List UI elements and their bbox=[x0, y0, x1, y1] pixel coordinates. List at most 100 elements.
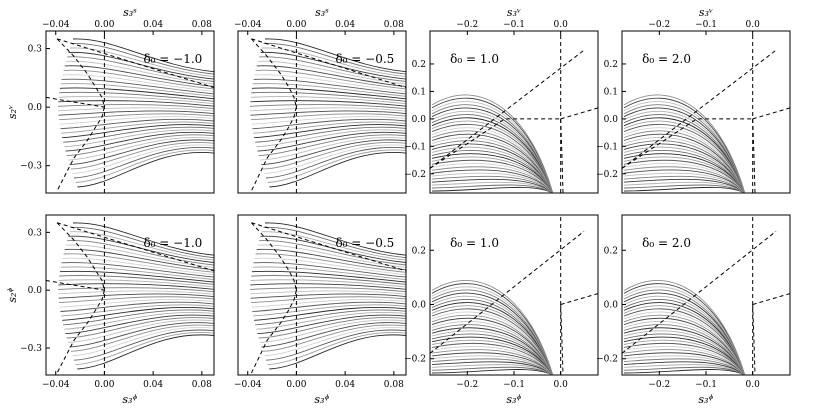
trajectory-curve bbox=[60, 266, 214, 281]
trajectory-curve bbox=[75, 331, 214, 366]
panel-plot-area bbox=[430, 31, 598, 193]
x-tick-label: 0.00 bbox=[286, 380, 306, 390]
trajectory-curve bbox=[431, 286, 554, 375]
delta-annotation: δ₀ = −1.0 bbox=[143, 236, 202, 250]
trajectory-curve bbox=[431, 114, 554, 193]
trajectory-curve bbox=[251, 87, 406, 100]
separatrix-line bbox=[251, 38, 406, 89]
separatrix-line bbox=[56, 290, 105, 374]
trajectory-curve bbox=[250, 113, 406, 121]
delta-annotation: δ₀ = −0.5 bbox=[335, 236, 394, 250]
trajectory-curve bbox=[623, 146, 746, 193]
trajectory-curve bbox=[623, 159, 746, 193]
panel-5: −0.04 0.00 0.04 0.08 s₃ᶲ δ₀ = −0.5 bbox=[234, 214, 407, 406]
separatrix-line bbox=[622, 49, 777, 169]
panel-frame bbox=[45, 214, 215, 376]
panel-frame bbox=[237, 30, 407, 194]
trajectory-curve bbox=[61, 78, 214, 95]
panel-plot-area bbox=[622, 215, 790, 375]
x-axis-label-top: s₃ˢ bbox=[123, 6, 137, 19]
trajectory-curve bbox=[431, 355, 554, 375]
trajectory-curve bbox=[250, 110, 406, 116]
trajectory-curve bbox=[431, 349, 554, 375]
trajectory-curve bbox=[60, 83, 214, 97]
trajectory-curve bbox=[58, 107, 214, 112]
panel-frame bbox=[237, 214, 407, 376]
trajectory-curve bbox=[623, 321, 746, 375]
separatrix-line bbox=[430, 118, 561, 169]
trajectory-curve bbox=[623, 117, 746, 193]
trajectory-curve bbox=[623, 186, 745, 193]
trajectory-curve bbox=[251, 270, 406, 283]
trajectory-curve bbox=[623, 314, 746, 375]
x-tick-label: 0.00 bbox=[286, 20, 306, 30]
trajectory-curve bbox=[431, 178, 553, 193]
y-axis-label: s₂ᵛ bbox=[6, 105, 19, 119]
y-tick-label: 0.0 bbox=[28, 286, 43, 296]
trajectory-curve bbox=[67, 56, 214, 82]
trajectory-curve bbox=[256, 312, 406, 330]
trajectory-curve bbox=[623, 97, 746, 193]
trajectory-curve bbox=[261, 139, 406, 166]
trajectory-curve bbox=[59, 275, 214, 285]
trajectory-curve bbox=[431, 150, 554, 193]
panel-2: −0.2 −0.1 0.0 0.2 0.1 0.0 −0.1 −0.2 s₃ᵛ δ₀ = 1.0 bbox=[404, 6, 599, 194]
panel-0: −0.04 0.00 0.04 0.08 0.3 0.0 −0.3 s₃ˢ s₂ᵛ δ₀ = −1… bbox=[6, 6, 215, 194]
trajectory-curve bbox=[431, 143, 554, 193]
trajectory-curve bbox=[623, 292, 746, 375]
separatrix-line bbox=[560, 293, 598, 305]
trajectory-curve bbox=[431, 117, 554, 193]
trajectory-curve bbox=[251, 275, 406, 285]
x-tick-label: −0.04 bbox=[234, 380, 262, 390]
trajectory-curve bbox=[255, 69, 406, 90]
x-tick-label: −0.1 bbox=[503, 380, 525, 390]
trajectory-curve bbox=[77, 152, 214, 188]
y-tick-label: 0.1 bbox=[604, 87, 618, 97]
trajectory-curve bbox=[264, 38, 406, 73]
trajectory-curve bbox=[261, 322, 406, 348]
trajectory-curve bbox=[431, 181, 553, 193]
trajectory-curve bbox=[59, 299, 214, 308]
trajectory-curve bbox=[623, 172, 746, 193]
x-tick-label: −0.04 bbox=[42, 380, 70, 390]
trajectory-curve bbox=[431, 184, 553, 193]
trajectory-curve bbox=[623, 94, 746, 193]
trajectory-curve bbox=[62, 74, 214, 92]
trajectory-curve bbox=[250, 290, 406, 295]
trajectory-curve bbox=[431, 343, 554, 375]
trajectory-curve bbox=[431, 110, 554, 193]
trajectory-curve bbox=[623, 280, 746, 375]
trajectory-curve bbox=[63, 253, 214, 273]
trajectory-curve bbox=[431, 308, 554, 375]
trajectory-curve bbox=[623, 143, 746, 193]
trajectory-curve bbox=[431, 352, 554, 375]
trajectory-curve bbox=[262, 324, 406, 352]
trajectory-curve bbox=[431, 330, 554, 375]
trajectory-curve bbox=[623, 184, 745, 193]
trajectory-curve bbox=[58, 96, 214, 105]
separatrix-line bbox=[430, 49, 585, 169]
panel-frame bbox=[45, 30, 215, 194]
trajectory-curve bbox=[72, 38, 214, 73]
trajectory-curve bbox=[256, 65, 406, 87]
trajectory-curve bbox=[58, 279, 214, 288]
trajectory-curve bbox=[253, 304, 406, 317]
trajectory-curve bbox=[431, 321, 554, 375]
delta-annotation: δ₀ = 2.0 bbox=[642, 236, 691, 250]
trajectory-curve bbox=[252, 301, 406, 312]
trajectory-curve bbox=[431, 295, 554, 375]
trajectory-curve bbox=[258, 317, 406, 339]
delta-annotation: δ₀ = 2.0 bbox=[642, 52, 691, 66]
panel-4: −0.04 0.00 0.04 0.08 0.3 0.0 −0.3 s₃ᶲ s₂ᶲ δ₀ = −1… bbox=[6, 214, 215, 406]
separatrix-line bbox=[752, 107, 790, 120]
y-tick-label: −0.3 bbox=[20, 162, 42, 172]
trajectory-curve bbox=[58, 296, 214, 304]
trajectory-curve bbox=[431, 137, 554, 193]
trajectory-curve bbox=[431, 127, 554, 193]
x-axis-label-top: s₃ᵛ bbox=[507, 6, 521, 19]
x-tick-label: −0.1 bbox=[503, 20, 525, 30]
trajectory-curve bbox=[265, 329, 406, 361]
trajectory-curve bbox=[58, 293, 214, 299]
separatrix-line bbox=[56, 222, 214, 272]
trajectory-curve bbox=[66, 317, 214, 339]
